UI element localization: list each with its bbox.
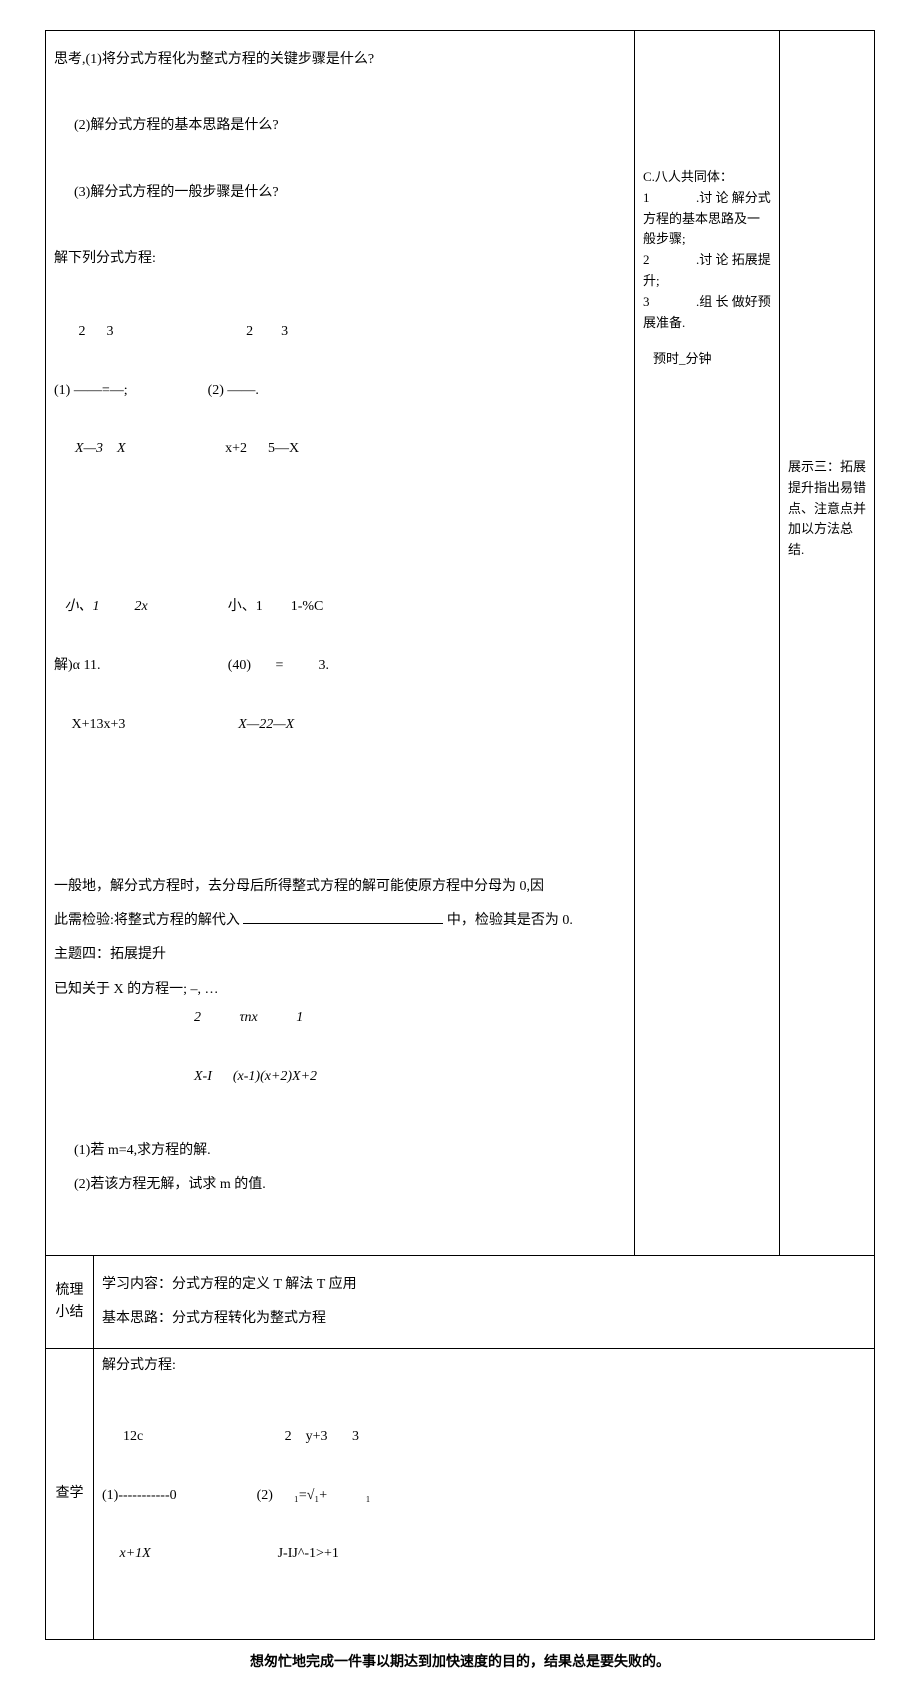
eq2-top: 2 3: [208, 322, 300, 342]
topic-4-heading: 主题四：拓展提升: [54, 944, 626, 966]
check-heading: 解分式方程:: [102, 1355, 866, 1377]
check-eq2-mid: (2) ₁=√₁+ ₁: [257, 1486, 371, 1506]
think-q1: 思考,(1)将分式方程化为整式方程的关键步骤是什么?: [54, 49, 626, 71]
check-eq1-top: 12c: [102, 1427, 177, 1447]
check-eq1-bot: x+1X: [102, 1544, 177, 1564]
general-note-1: 一般地，解分式方程时，去分母后所得整式方程的解可能使原方程中分母为 0,因: [54, 876, 626, 898]
equation-row-1: 2 3 (1) ——=—; X—3 X 2 3 (2) ——. x+2 5—X: [54, 283, 626, 499]
equation-1: 2 3 (1) ——=—; X—3 X: [54, 283, 128, 499]
equation-4: 小、1 1-%C (40) = 3. X—22—X: [228, 558, 329, 774]
general-note-2b: 中，检验其是否为 0.: [447, 913, 573, 928]
check-label: 查学: [46, 1349, 94, 1640]
footer-quote: 想匆忙地完成一件事以期达到加快速度的目的，结果总是要失败的。: [45, 1652, 875, 1674]
eq4-l1: 小、1 1-%C: [228, 597, 329, 617]
solve-heading: 解下列分式方程:: [54, 248, 626, 270]
subq-1: (1)若 m=4,求方程的解.: [74, 1140, 626, 1162]
show-3: 展示三：拓展提升指出易错点、注意点并加以方法总结.: [788, 457, 866, 561]
eq1-top: 2 3: [54, 322, 128, 342]
general-note-2a: 此需检验:将整式方程的解代入: [54, 913, 240, 928]
summary-line-2: 基本思路：分式方程转化为整式方程: [102, 1308, 866, 1330]
eq2-mid: (2) ——.: [208, 381, 300, 401]
summary-content-cell: 学习内容：分式方程的定义 T 解法 T 应用 基本思路：分式方程转化为整式方程: [94, 1255, 875, 1349]
right-notes-cell: 展示三：拓展提升指出易错点、注意点并加以方法总结.: [780, 31, 875, 1256]
c-item-2: 2 .讨 论 拓展提升;: [643, 250, 771, 292]
c-heading: C.八人共同体：: [643, 167, 771, 188]
summary-line-1: 学习内容：分式方程的定义 T 解法 T 应用: [102, 1274, 866, 1296]
equation-3: 小、1 2x 解)α 11. X+13x+3: [54, 558, 148, 774]
summary-label: 梳理小结: [46, 1255, 94, 1349]
c1-text: .讨 论 解分式方程的基本思路及一般步骤;: [643, 190, 771, 247]
c-item-1: 1 .讨 论 解分式方程的基本思路及一般步骤;: [643, 188, 771, 250]
check-eq-2: 2 y+3 3 (2) ₁=√₁+ ₁ J-IJ^-1>+1: [257, 1388, 371, 1604]
c2-text: .讨 论 拓展提升;: [643, 252, 771, 288]
check-content-cell: 解分式方程: 12c (1)-----------0 x+1X 2 y+3 3 …: [94, 1349, 875, 1640]
think-q3: (3)解分式方程的一般步骤是什么?: [74, 182, 626, 204]
check-eq-1: 12c (1)-----------0 x+1X: [102, 1388, 177, 1604]
subq-2: (2)若该方程无解，试求 m 的值.: [74, 1174, 626, 1196]
fill-blank[interactable]: [243, 910, 443, 924]
check-eq-row: 12c (1)-----------0 x+1X 2 y+3 3 (2) ₁=√…: [102, 1388, 866, 1604]
eq3-l3: X+13x+3: [54, 715, 148, 735]
equation-2: 2 3 (2) ——. x+2 5—X: [208, 283, 300, 499]
main-content-cell: 思考,(1)将分式方程化为整式方程的关键步骤是什么? (2)解分式方程的基本思路…: [46, 31, 635, 1256]
general-note-2: 此需检验:将整式方程的解代入 中，检验其是否为 0.: [54, 910, 626, 932]
eq4-l3: X—22—X: [228, 715, 329, 735]
eq3-l1: 小、1 2x: [54, 597, 148, 617]
eq4-l2: (40) = 3.: [228, 656, 329, 676]
check-eq2-bot: J-IJ^-1>+1: [257, 1544, 371, 1564]
check-eq2-top: 2 y+3 3: [257, 1427, 371, 1447]
eq3-l2: 解)α 11.: [54, 656, 148, 676]
c3-num: 3: [643, 294, 650, 309]
check-eq1-mid: (1)-----------0: [102, 1486, 177, 1506]
worksheet-table: 思考,(1)将分式方程化为整式方程的关键步骤是什么? (2)解分式方程的基本思路…: [45, 30, 875, 1640]
c3-text: .组 长 做好预展准备.: [643, 294, 771, 330]
c1-num: 1: [643, 190, 650, 205]
equation-row-2: 小、1 2x 解)α 11. X+13x+3 小、1 1-%C (40) = 3…: [54, 558, 626, 774]
known-eq-top: 2 τnx 1: [194, 1008, 317, 1028]
mid-notes-cell: C.八人共同体： 1 .讨 论 解分式方程的基本思路及一般步骤; 2 .讨 论 …: [635, 31, 780, 1256]
think-q2: (2)解分式方程的基本思路是什么?: [74, 115, 626, 137]
known-equation-block: 已知关于 X 的方程一; –, … 2 τnx 1 X-I (x-1)(x+2)…: [54, 979, 626, 1128]
eq1-mid: (1) ——=—;: [54, 381, 128, 401]
c2-num: 2: [643, 252, 650, 267]
eq1-bot: X—3 X: [54, 439, 128, 459]
pretime: 预时_分钟: [643, 349, 771, 370]
c-item-3: 3 .组 长 做好预展准备.: [643, 292, 771, 334]
known-eq-bot: X-I (x-1)(x+2)X+2: [194, 1067, 317, 1087]
eq2-bot: x+2 5—X: [208, 439, 300, 459]
